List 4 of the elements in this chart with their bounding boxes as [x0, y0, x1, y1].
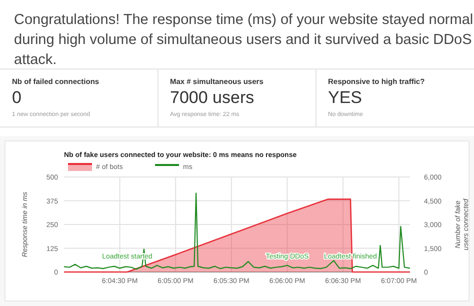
- text: Congratulations! The response time (ms) of your website stayed normal during high volume of simultaneous users and it survived a basic DDoS attack.: [14, 12, 474, 68]
- text: 7000 users: [170, 88, 254, 107]
- text: YES: [328, 88, 362, 107]
- text: 0: [12, 88, 22, 107]
